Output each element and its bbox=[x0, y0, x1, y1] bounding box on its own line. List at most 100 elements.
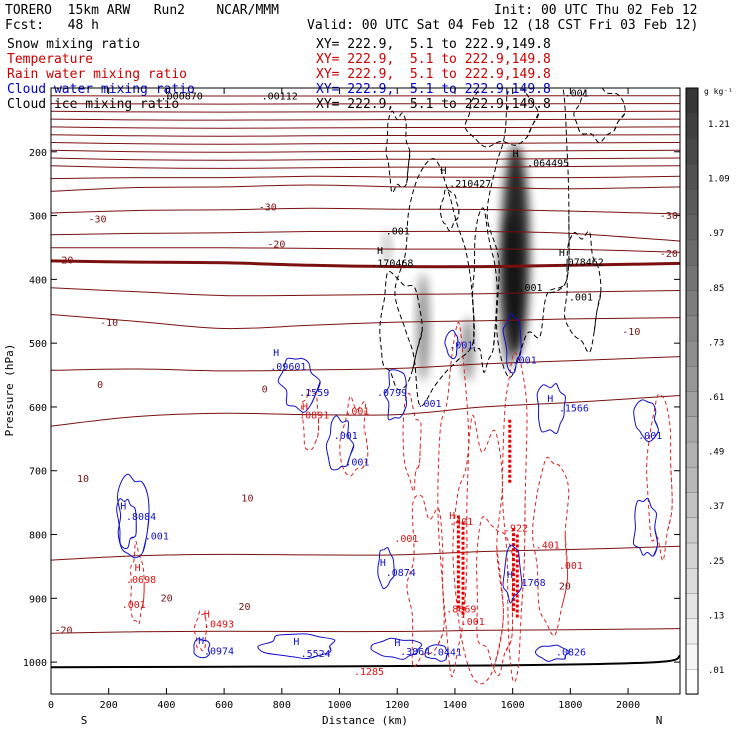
cloud-water-contour bbox=[193, 638, 211, 659]
contour-value-label: .8669 bbox=[446, 604, 476, 615]
colorbar-level-label: .73 bbox=[708, 338, 724, 348]
colorbar-cell bbox=[685, 668, 699, 695]
contour-value-label: .210427 bbox=[449, 179, 491, 190]
colorbar-frame bbox=[685, 87, 699, 695]
contour-value-label: -30 bbox=[259, 202, 277, 213]
contour-value-label: H bbox=[380, 558, 386, 569]
contour-value-label: H bbox=[449, 511, 455, 522]
rain-contour bbox=[130, 540, 145, 625]
colorbar-cell bbox=[685, 618, 699, 645]
contour-value-label: .8084 bbox=[126, 512, 156, 523]
temperature-contour bbox=[51, 356, 680, 372]
colorbar-cell bbox=[685, 542, 699, 569]
contour-value-label: 20 bbox=[559, 581, 571, 592]
colorbar-level-label: .61 bbox=[708, 393, 724, 403]
snow-contour bbox=[394, 158, 475, 407]
colorbar-cell bbox=[685, 289, 699, 316]
contour-value-label: H bbox=[198, 636, 204, 647]
contour-value-label: .0974 bbox=[204, 646, 234, 657]
snow-contour bbox=[439, 188, 460, 232]
contour-value-label: .5524 bbox=[301, 649, 331, 660]
contour-value-label: 10 bbox=[241, 493, 253, 504]
temperature-contour bbox=[51, 287, 680, 297]
x-end-label-left: S bbox=[81, 714, 88, 727]
rain-contour bbox=[301, 389, 320, 451]
field-name-cloud-water: Cloud water mixing ratio bbox=[7, 82, 195, 97]
colorbar-level-label: .37 bbox=[708, 502, 724, 512]
colorbar-cell bbox=[685, 466, 699, 493]
colorbar: .01 .13 .25 .37 .49 .61 .73 .85 .97 1.09 1.21 bbox=[685, 87, 730, 695]
contour-value-label: .001 bbox=[565, 88, 589, 99]
temperature-contour bbox=[51, 103, 680, 105]
contour-value-label: -20 bbox=[660, 249, 678, 260]
y-tick-label: 900 bbox=[29, 594, 47, 605]
colorbar-cell bbox=[685, 416, 699, 443]
y-tick-label: 200 bbox=[29, 148, 47, 159]
contour-value-label: .001 bbox=[569, 292, 593, 303]
colorbar-cell bbox=[685, 239, 699, 266]
y-tick-label: 800 bbox=[29, 531, 47, 542]
y-tick-label: 300 bbox=[29, 212, 47, 223]
colorbar-cell bbox=[685, 188, 699, 215]
temperature-contour bbox=[51, 230, 680, 242]
x-end-label-right: N bbox=[656, 714, 663, 727]
temperature-contour bbox=[51, 247, 680, 253]
y-axis-title: Pressure (hPa) bbox=[3, 344, 16, 437]
contour-value-label: .001 bbox=[145, 532, 169, 543]
snow-contour bbox=[573, 88, 626, 143]
colorbar-level-label: .01 bbox=[708, 666, 724, 676]
x-tick-label: 400 bbox=[157, 700, 175, 711]
contour-value-label: 20 bbox=[239, 602, 251, 613]
cloud-water-contour bbox=[633, 399, 659, 443]
cloud-water-contour bbox=[377, 546, 395, 590]
field-xy-temperature: XY= 222.9, 5.1 to 222.9,149.8 bbox=[316, 52, 551, 67]
contour-value-label: H bbox=[377, 246, 383, 257]
colorbar-level-label: 1.09 bbox=[708, 175, 730, 185]
rain-contour bbox=[406, 494, 445, 668]
contour-value-label: -10 bbox=[622, 327, 640, 338]
contour-value-label: H bbox=[394, 638, 400, 649]
rain-contour bbox=[502, 352, 528, 683]
snow-contour bbox=[385, 110, 411, 194]
contour-value-label: .078462 bbox=[562, 257, 604, 268]
contour-value-label: .1285 bbox=[354, 667, 384, 678]
temperature-contour bbox=[51, 142, 680, 145]
temperature-contour bbox=[51, 314, 680, 330]
contour-value-label: H bbox=[513, 149, 519, 160]
temperature-contour bbox=[51, 395, 680, 427]
colorbar-level-label: .25 bbox=[708, 557, 724, 567]
contour-value-label: .0493 bbox=[204, 620, 234, 631]
x-tick-label: 1200 bbox=[385, 700, 409, 711]
contour-value-label: .001 bbox=[394, 534, 418, 545]
contour-value-label: .000870 bbox=[161, 91, 203, 102]
contour-value-label: .001 bbox=[518, 283, 542, 294]
temperature-contour bbox=[51, 157, 680, 161]
snow-shading bbox=[383, 228, 392, 267]
cloud-water-contour bbox=[277, 357, 321, 413]
field-name-snow: Snow mixing ratio bbox=[7, 37, 141, 52]
contour-value-label: .001 bbox=[559, 561, 583, 572]
contour-value-label: .001 bbox=[513, 356, 537, 367]
contour-value-label: .0826 bbox=[556, 648, 586, 659]
temperature-contour bbox=[51, 149, 680, 153]
x-tick-label: 1000 bbox=[327, 700, 351, 711]
x-tick-label: 1400 bbox=[443, 700, 467, 711]
contour-value-label: .064495 bbox=[527, 158, 569, 169]
cloud-water-contour bbox=[632, 497, 659, 557]
temperature-contour bbox=[51, 175, 680, 180]
x-tick-label: 1600 bbox=[501, 700, 525, 711]
temperature-contour bbox=[51, 126, 680, 129]
contour-value-label: .001 bbox=[417, 399, 441, 410]
cloud-water-contour bbox=[325, 415, 355, 471]
y-tick-label: 500 bbox=[29, 339, 47, 350]
contour-value-label: .001 bbox=[461, 617, 485, 628]
field-xy-rain: XY= 222.9, 5.1 to 222.9,149.8 bbox=[316, 67, 551, 82]
contour-value-label: .001 bbox=[386, 227, 410, 238]
contour-value-label: H bbox=[302, 402, 308, 413]
rain-contour bbox=[452, 414, 504, 685]
cloud-water-contour bbox=[534, 644, 570, 662]
temperature-contour bbox=[51, 134, 680, 137]
colorbar-cell bbox=[685, 340, 699, 367]
field-name-rain: Rain water mixing ratio bbox=[7, 67, 188, 82]
x-tick-label: 0 bbox=[48, 700, 54, 711]
